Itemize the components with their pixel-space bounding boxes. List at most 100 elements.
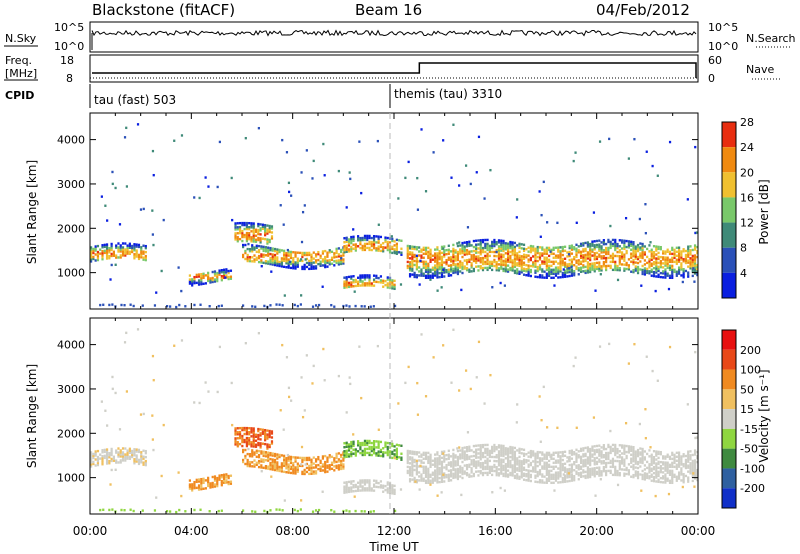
power-cell [682,272,685,275]
power-cell [486,260,489,264]
velocity-cell [450,381,453,384]
velocity-cell [267,455,270,458]
power-cell [301,255,304,259]
power-cell [493,240,496,244]
velocity-cell [609,461,612,465]
velocity-cell [140,457,143,460]
power-cell [375,235,378,238]
power-cell [573,271,576,275]
velocity-cell [449,461,453,464]
power-cell [429,260,432,264]
velocity-cell [418,488,421,491]
velocity-cell [434,469,437,472]
velocity-cell [411,452,414,455]
power-cell [657,273,660,277]
velocity-cell [543,475,546,478]
power-cell [108,249,111,252]
power-cell [570,244,574,247]
velocity-cell [598,460,601,463]
power-cell [486,238,489,242]
velocity-cell [319,459,322,463]
power-cell [557,250,560,253]
velocity-cell [638,422,641,426]
power-cell [513,259,517,263]
velocity-cell [611,457,615,461]
velocity-cell [657,462,660,466]
velocity-cell [509,471,512,475]
velocity-cell [557,455,560,458]
velocity-cell [109,483,112,486]
velocity-cell [522,448,526,451]
power-cell [386,276,389,279]
velocity-cell [681,485,684,489]
velocity-cell [350,440,353,444]
power-cell [662,272,665,275]
velocity-cell [497,452,501,455]
power-cell [696,269,699,273]
velocity-cell [506,451,510,454]
velocity-cell [216,484,219,488]
velocity-cell [584,462,587,466]
power-cell [357,280,360,283]
power-cell [248,247,252,251]
power-cell [641,254,644,258]
velocity-cell [363,447,367,451]
velocity-cell [333,461,336,464]
power-cell [424,268,428,272]
velocity-cell [377,454,380,457]
velocity-cell [343,454,346,457]
velocity-cell [632,449,635,453]
power-cell [411,255,414,258]
power-cell [459,266,462,269]
velocity-cell [368,487,371,490]
power-cell [552,268,555,271]
velocity-cell [586,450,589,453]
power-cell [553,284,556,287]
power-cell [568,244,571,248]
power-cell [458,241,461,244]
velocity-cell [424,471,428,475]
velocity-cell [614,469,617,473]
power-cell [554,268,558,271]
power-cell [283,255,286,259]
velocity-cell [245,438,248,442]
velocity-cell [671,479,674,483]
power-cell [484,244,487,248]
power-cell [648,262,651,265]
power-cell [495,241,498,244]
velocity-cell [689,450,692,453]
velocity-cell [299,464,302,468]
power-cell [550,260,553,264]
power-cell [204,176,207,179]
power-cell [634,251,637,254]
velocity-cell [693,473,697,476]
velocity-cell [318,508,321,512]
power-cell [666,248,669,251]
velocity-cell [504,469,507,472]
velocity-cell [479,448,482,451]
power-cell [348,305,351,308]
velocity-cell [257,435,260,439]
velocity-cell [522,452,526,455]
power-cell [513,241,517,245]
velocity-cell [408,472,412,475]
power-cell [102,303,105,306]
velocity-cell [675,455,678,458]
power-cell [345,280,348,283]
power-cell [459,252,462,255]
velocity-cell [241,426,244,430]
power-cell [440,265,444,269]
power-cell [545,266,548,269]
power-cell [652,244,656,248]
velocity-cell [348,376,351,379]
velocity-cell [641,469,644,473]
power-cell [504,266,507,269]
power-cell [616,268,619,272]
power-cell [648,270,651,273]
velocity-cell [497,458,501,461]
velocity-cell [614,445,617,449]
velocity-cell [350,482,353,485]
power-cell [522,253,526,256]
velocity-cell [543,461,546,464]
